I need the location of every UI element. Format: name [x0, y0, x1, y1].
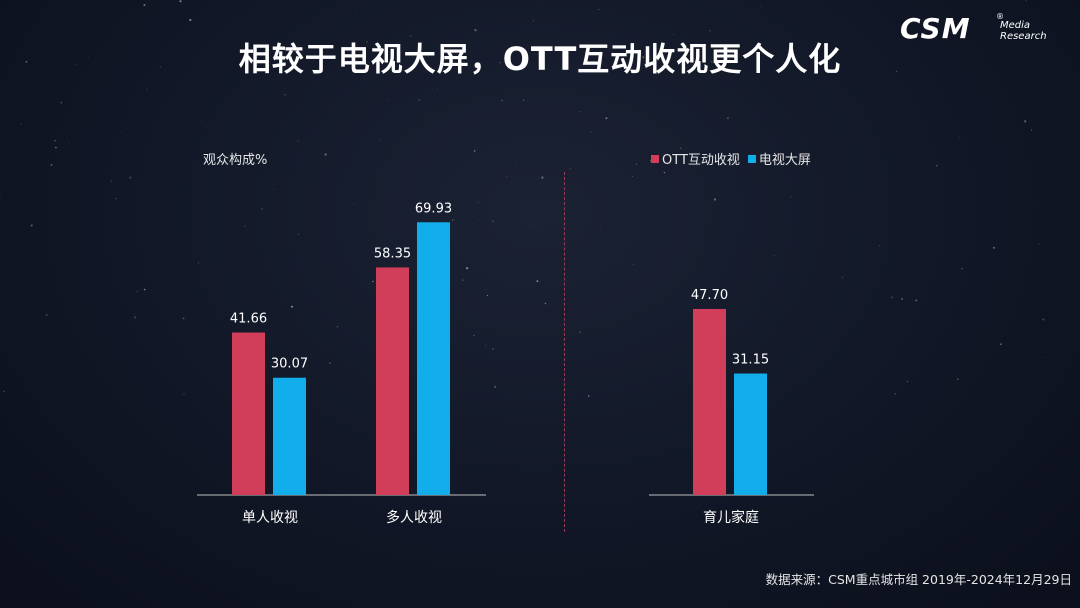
- csm-logo: CSM ® Media Research: [900, 12, 1050, 46]
- legend-swatch-ott: [651, 154, 659, 163]
- y-axis-label: 观众构成%: [203, 153, 268, 168]
- bar-ott: [693, 308, 726, 495]
- legend-swatch-tv: [747, 154, 756, 163]
- bar-tv: [273, 377, 306, 495]
- legend-item-ott: OTT互动收视: [651, 149, 740, 168]
- panel-divider: [564, 172, 565, 532]
- value-label-tv: 31.15: [732, 353, 769, 368]
- legend: OTT互动收视 电视大屏: [651, 149, 815, 168]
- category-label: 单人收视: [242, 510, 298, 526]
- value-label-ott: 58.35: [374, 246, 411, 261]
- logo-subtitle-line2: Research: [1000, 31, 1047, 42]
- legend-item-tv: 电视大屏: [747, 149, 811, 168]
- value-label-tv: 30.07: [271, 357, 308, 372]
- page-title: 相较于电视大屏，OTT互动收视更个人化: [238, 40, 842, 78]
- category-label: 育儿家庭: [703, 509, 759, 526]
- bar-ott: [376, 267, 409, 495]
- value-label-tv: 69.93: [415, 201, 452, 216]
- value-label-ott: 41.66: [230, 312, 267, 327]
- legend-label-ott: OTT互动收视: [662, 153, 740, 168]
- logo-brand: CSM: [900, 12, 971, 45]
- logo-registered-mark: ®: [996, 12, 1004, 21]
- category-label: 多人收视: [386, 509, 442, 526]
- logo-subtitle-line1: Media: [1000, 20, 1031, 31]
- data-source-note: 数据来源：CSM重点城市组 2019年-2024年12月29日: [765, 572, 1072, 587]
- legend-label-tv: 电视大屏: [758, 153, 811, 168]
- bar-tv: [417, 222, 450, 495]
- logo-subtitle: Media Research: [1000, 20, 1047, 42]
- value-label-ott: 47.70: [691, 288, 728, 303]
- bar-ott: [232, 332, 265, 495]
- bar-tv: [734, 373, 767, 495]
